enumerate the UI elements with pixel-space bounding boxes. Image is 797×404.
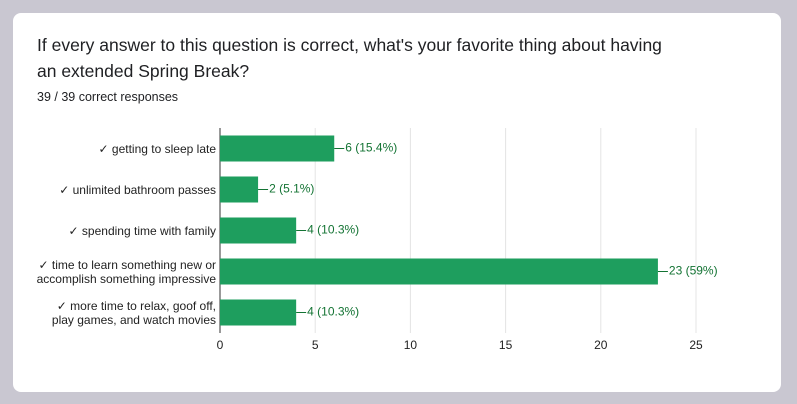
x-tick-label: 20 <box>594 338 608 352</box>
x-tick-label: 15 <box>499 338 513 352</box>
response-count: 39 / 39 correct responses <box>37 90 179 104</box>
bar <box>220 258 658 285</box>
value-label: 4 (10.3%) <box>307 305 359 319</box>
category-label: ✓ time to learn something new or accompl… <box>36 257 216 286</box>
value-label: 2 (5.1%) <box>269 182 314 196</box>
category-label: ✓ spending time with family <box>68 223 216 238</box>
value-label: 23 (59%) <box>669 264 718 278</box>
x-tick-label: 0 <box>217 338 224 352</box>
card: If every answer to this question is corr… <box>13 13 781 392</box>
x-tick-label: 5 <box>312 338 319 352</box>
question-title: If every answer to this question is corr… <box>37 35 662 81</box>
value-label: 4 (10.3%) <box>307 223 359 237</box>
bar <box>220 135 335 162</box>
bar <box>220 176 259 203</box>
value-label: 6 (15.4%) <box>345 141 397 155</box>
category-label: ✓ unlimited bathroom passes <box>59 182 216 197</box>
x-tick-label: 10 <box>404 338 418 352</box>
bar <box>220 299 297 326</box>
x-tick-label: 25 <box>689 338 703 352</box>
bar <box>220 217 297 244</box>
category-label: ✓ more time to relax, goof off, play gam… <box>51 298 216 327</box>
category-label: ✓ getting to sleep late <box>98 141 216 156</box>
